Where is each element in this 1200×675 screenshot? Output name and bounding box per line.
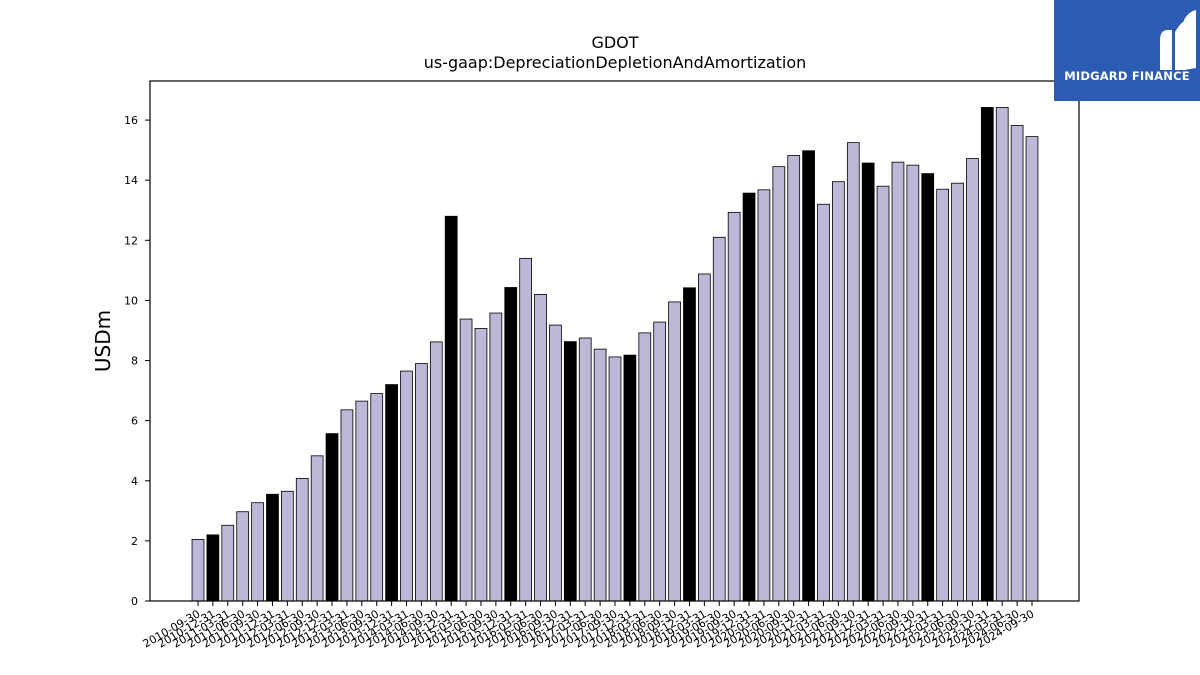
y-tick-label: 0 (131, 595, 138, 608)
bar-2020-09-30 (787, 155, 801, 602)
bar-2024-09-30 (1025, 136, 1039, 602)
bar-2012-06-30 (295, 477, 309, 602)
bar-2012-03-31 (280, 490, 294, 602)
bar-2022-12-31 (921, 173, 935, 602)
chart-subtitle: us-gaap:DepreciationDepletionAndAmortiza… (424, 53, 807, 72)
y-axis-label: USDm (91, 310, 115, 372)
bar-2013-03-31 (340, 409, 354, 602)
bar-2011-09-30 (251, 502, 264, 602)
bars-group (191, 107, 1039, 602)
bar-2017-12-31 (623, 354, 637, 602)
chart-title: GDOT (591, 33, 638, 52)
bar-2010-12-31 (206, 534, 220, 602)
brand-name: MIDGARD FINANCE (1064, 69, 1190, 83)
bar-2011-06-30 (236, 511, 250, 602)
bar-2020-12-31 (802, 150, 815, 602)
midgard-logo-icon (1160, 10, 1196, 70)
bar-2014-03-31 (400, 370, 413, 602)
bar-2012-12-31 (325, 433, 339, 602)
bar-2017-09-30 (608, 356, 622, 602)
bar-2013-06-30 (355, 400, 369, 602)
bar-2018-03-31 (638, 332, 652, 602)
bar-2024-03-31 (995, 107, 1009, 602)
plot-frame (149, 80, 1080, 602)
bar-2021-09-30 (846, 142, 860, 602)
y-tick-label: 2 (131, 535, 138, 548)
bar-2013-09-30 (370, 393, 384, 602)
bar-2016-03-31 (519, 257, 533, 602)
bar-2016-06-30 (534, 294, 547, 602)
bar-2021-03-31 (817, 203, 830, 602)
bar-2015-12-31 (504, 287, 518, 602)
y-tick-label: 6 (131, 415, 138, 428)
bar-2015-09-30 (489, 312, 503, 602)
bar-2015-03-31 (459, 318, 473, 602)
brand-logo: MIDGARD FINANCE (1054, 0, 1200, 101)
bar-2014-09-30 (429, 341, 443, 602)
bar-2019-09-30 (727, 211, 741, 602)
bar-2018-09-30 (668, 301, 681, 602)
bar-2016-12-31 (563, 341, 577, 602)
bar-2019-12-31 (742, 192, 756, 602)
x-axis: 2010-09-302010-12-312011-03-312011-06-30… (141, 601, 1037, 651)
y-axis: 0 2 4 6 8 10 12 14 16 (124, 114, 150, 608)
bar-2023-09-30 (966, 158, 979, 602)
y-tick-label: 8 (131, 355, 138, 368)
bar-2017-03-31 (578, 337, 592, 602)
bar-2019-03-31 (698, 273, 711, 602)
y-tick-label: 14 (124, 174, 138, 187)
bar-2011-12-31 (266, 493, 279, 602)
bar-2014-12-31 (444, 215, 458, 602)
bar-2023-06-30 (951, 182, 964, 602)
bar-2018-12-31 (683, 287, 696, 602)
bar-2013-12-31 (385, 384, 398, 602)
bar-2010-09-30 (191, 538, 205, 602)
bar-2020-03-31 (757, 189, 771, 602)
y-tick-label: 10 (124, 294, 138, 307)
y-tick-label: 16 (124, 114, 138, 127)
bar-2014-06-30 (415, 363, 428, 602)
bar-2022-09-30 (906, 164, 920, 602)
bar-2021-12-31 (861, 162, 875, 602)
y-tick-label: 12 (124, 234, 138, 247)
bar-2022-06-30 (891, 161, 905, 602)
bar-2019-06-30 (712, 236, 726, 602)
bar-2011-03-31 (221, 524, 235, 602)
y-tick-label: 4 (131, 475, 138, 488)
bar-2017-06-30 (593, 348, 607, 602)
bar-2022-03-31 (876, 185, 890, 602)
bar-2024-06-30 (1010, 125, 1024, 602)
bar-2015-06-30 (474, 327, 488, 602)
bar-2012-09-30 (310, 455, 324, 602)
bar-2016-09-30 (549, 324, 562, 602)
bar-2018-06-30 (653, 321, 667, 602)
bar-2020-06-30 (772, 166, 786, 602)
bar-2023-12-31 (980, 107, 994, 602)
bar-2021-06-30 (832, 181, 845, 602)
bar-2023-03-31 (936, 188, 950, 602)
